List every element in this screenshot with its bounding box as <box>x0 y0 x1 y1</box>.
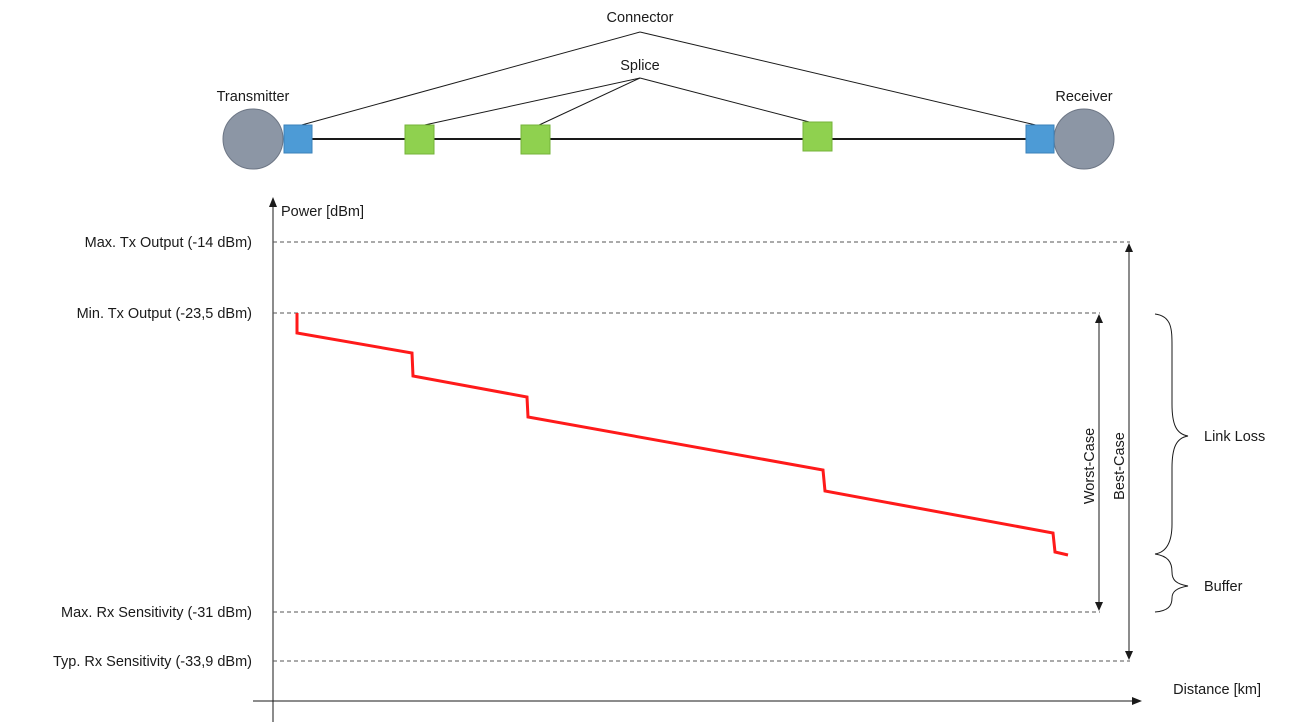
connector-leader-right <box>639 31 1041 127</box>
best-case-arrow-top <box>1125 243 1133 252</box>
budget-chart: Power [dBm] Distance [km] Max. Tx Output… <box>53 197 1265 722</box>
max-rx-label: Max. Rx Sensitivity (-31 dBm) <box>61 605 252 621</box>
x-axis-arrow <box>1132 697 1142 705</box>
splice-leader-2 <box>536 77 641 127</box>
connector-label: Connector <box>607 10 674 26</box>
buffer-label: Buffer <box>1204 579 1243 595</box>
max-tx-label: Max. Tx Output (-14 dBm) <box>85 235 252 251</box>
splice-leader-3 <box>639 77 818 125</box>
link-loss-brace <box>1154 313 1189 555</box>
best-case-label: Best-Case <box>1112 432 1128 500</box>
transmitter-label: Transmitter <box>217 89 290 105</box>
typ-rx-label: Typ. Rx Sensitivity (-33,9 dBm) <box>53 654 252 670</box>
splice-label: Splice <box>620 58 660 74</box>
x-axis-label: Distance [km] <box>1173 682 1261 698</box>
splice-3 <box>802 121 833 152</box>
power-trace <box>295 313 1069 557</box>
worst-case-arrow-top <box>1095 314 1103 323</box>
splice-1 <box>404 124 435 155</box>
connector-rx <box>1025 124 1055 154</box>
splice-2 <box>520 124 551 155</box>
transmitter-node <box>222 108 284 170</box>
connector-tx <box>283 124 313 154</box>
receiver-node <box>1053 108 1115 170</box>
topology: Connector Splice Transmitter Receiver <box>217 10 1115 170</box>
worst-case-arrow-bottom <box>1095 602 1103 611</box>
buffer-brace <box>1154 553 1189 613</box>
y-axis-label: Power [dBm] <box>281 204 364 220</box>
y-axis-arrow <box>269 197 277 207</box>
min-tx-label: Min. Tx Output (-23,5 dBm) <box>77 306 252 322</box>
best-case-arrow-bottom <box>1125 651 1133 660</box>
connector-leader-left <box>297 31 641 127</box>
link-loss-label: Link Loss <box>1204 429 1265 445</box>
splice-leader-1 <box>419 77 641 127</box>
receiver-label: Receiver <box>1055 89 1112 105</box>
worst-case-label: Worst-Case <box>1082 428 1098 504</box>
